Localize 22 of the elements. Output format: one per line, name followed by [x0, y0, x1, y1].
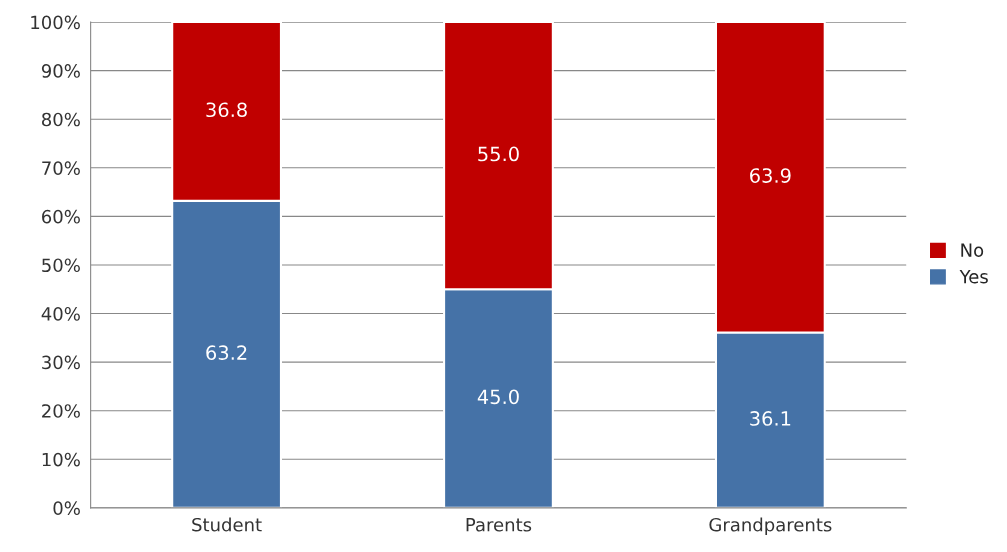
data-label: 36.1 [750, 411, 791, 426]
x-tick-label: Parents [466, 518, 532, 532]
y-tick-label: 60% [42, 209, 80, 224]
data-label: 55.0 [478, 146, 519, 162]
data-label: 36.8 [206, 102, 247, 118]
legend-label: No [961, 243, 984, 257]
y-tick-label: 70% [42, 161, 80, 175]
y-tick-label: 50% [42, 258, 80, 273]
x-tick-label: Student [192, 517, 262, 532]
y-tick-label: 80% [42, 112, 80, 127]
data-label: 45.0 [477, 389, 519, 405]
legend-label: Yes [959, 270, 988, 284]
y-tick-label: 30% [42, 355, 80, 370]
x-tick-label: Grandparents [709, 517, 832, 536]
y-tick-label: 90% [41, 64, 80, 78]
y-tick-label: 40% [41, 307, 80, 321]
y-tick-label: 10% [42, 452, 80, 467]
y-tick-label: 100% [31, 15, 80, 30]
data-label: 63.9 [750, 168, 791, 183]
y-tick-label: 0% [53, 501, 80, 515]
y-tick-label: 20% [42, 404, 80, 418]
data-label: 63.2 [206, 345, 247, 360]
